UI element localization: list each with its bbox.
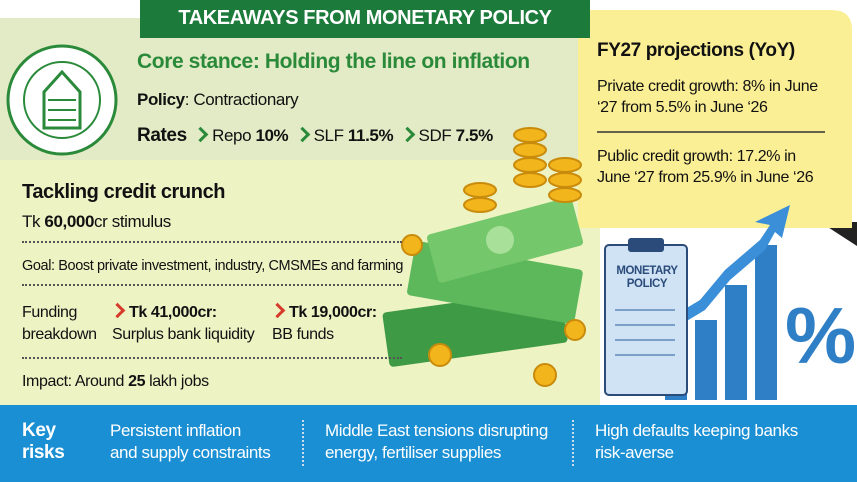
rate-name: SDF (418, 126, 456, 145)
rate-name: SLF (313, 126, 348, 145)
funding-source: Surplus bank liquidity (112, 326, 255, 343)
funding-amount: Tk 41,000cr: (129, 304, 217, 321)
rate-value: 11.5% (347, 126, 394, 145)
risk-band (0, 405, 857, 482)
dotted-divider (22, 241, 402, 243)
clipboard (604, 238, 688, 396)
chevron (294, 126, 310, 143)
risk-label-line: Key (22, 420, 56, 441)
projection-item: Private credit growth: 8% in June ‘27 fr… (597, 78, 818, 116)
rates-line: Rates Repo 10% SLF 11.5% SDF 7.5% (137, 125, 493, 147)
stimulus-amount: 60,000 (44, 212, 95, 231)
rate-value: 7.5% (455, 126, 494, 145)
goal: Goal: Boost private investment, industry… (22, 258, 404, 274)
header-bar (140, 0, 590, 38)
risk-item: Middle East tensions disrupting energy, f… (325, 420, 548, 464)
credit-heading: Tackling credit crunch (22, 181, 226, 203)
policy-line: Policy: Contractionary (137, 90, 299, 110)
funding-item: Tk 19,000cr: BB funds (269, 302, 377, 346)
policy-value: : Contractionary (184, 90, 299, 109)
projection-item: Public credit growth: 17.2% in June ‘27 … (597, 148, 814, 186)
clipboard-line: MONETARY (616, 265, 678, 277)
chevron (109, 302, 126, 319)
header-title: TAKEAWAYS FROM MONETARY POLICY (178, 7, 552, 29)
risk-item: Persistent inflation and supply constrain… (110, 420, 271, 464)
chevron (269, 302, 286, 319)
emblem (6, 44, 118, 156)
rates-label: Rates (137, 125, 187, 146)
dotted-separator (302, 420, 304, 466)
stimulus-part: cr stimulus (94, 212, 171, 231)
funding-item: Tk 41,000cr: Surplus bank liquidity (109, 302, 255, 346)
funding-label-line: breakdown (22, 326, 97, 343)
money-stack (382, 197, 584, 367)
funding-label-line: Funding (22, 304, 78, 321)
dotted-separator (572, 420, 574, 466)
rate-value: 10% (255, 126, 289, 145)
funding-amount: Tk 19,000cr: (289, 304, 377, 321)
stimulus: Tk 60,000cr stimulus (22, 212, 171, 232)
dotted-divider (22, 284, 402, 286)
impact: Impact: Around 25 lakh jobs (22, 373, 209, 391)
policy-label: Policy (137, 90, 185, 109)
projection-heading: FY27 projections (YoY) (597, 40, 795, 61)
funding-source: BB funds (272, 326, 334, 343)
risk-line: Middle East tensions disrupting (325, 421, 548, 440)
projection-box (578, 10, 852, 228)
impact-part: Impact: Around (22, 373, 129, 390)
clipboard-line: POLICY (626, 278, 668, 290)
risk-line: energy, fertiliser supplies (325, 443, 501, 462)
risk-label: Key risks (22, 420, 65, 464)
coins (401, 127, 586, 387)
risk-line: risk-averse (595, 443, 674, 462)
impact-number: 25 (128, 373, 146, 390)
risk-line: and supply constraints (110, 443, 271, 462)
risk-item: High defaults keeping banks risk-averse (595, 420, 798, 464)
risk-line: High defaults keeping banks (595, 421, 798, 440)
rate-name: Repo (212, 126, 256, 145)
impact-part: lakh jobs (145, 373, 209, 390)
funding-label: Funding breakdown (22, 302, 97, 346)
risk-label-line: risks (22, 442, 65, 463)
stance-heading: Core stance: Holding the line on inflati… (137, 50, 530, 73)
stimulus-part: Tk (22, 212, 45, 231)
risk-line: Persistent inflation (110, 421, 241, 440)
clipboard-label: MONETARY POLICY (607, 265, 687, 291)
chevron (399, 126, 415, 143)
chevron (192, 126, 209, 143)
percent-symbol: % (785, 291, 856, 380)
dotted-divider (22, 357, 402, 359)
